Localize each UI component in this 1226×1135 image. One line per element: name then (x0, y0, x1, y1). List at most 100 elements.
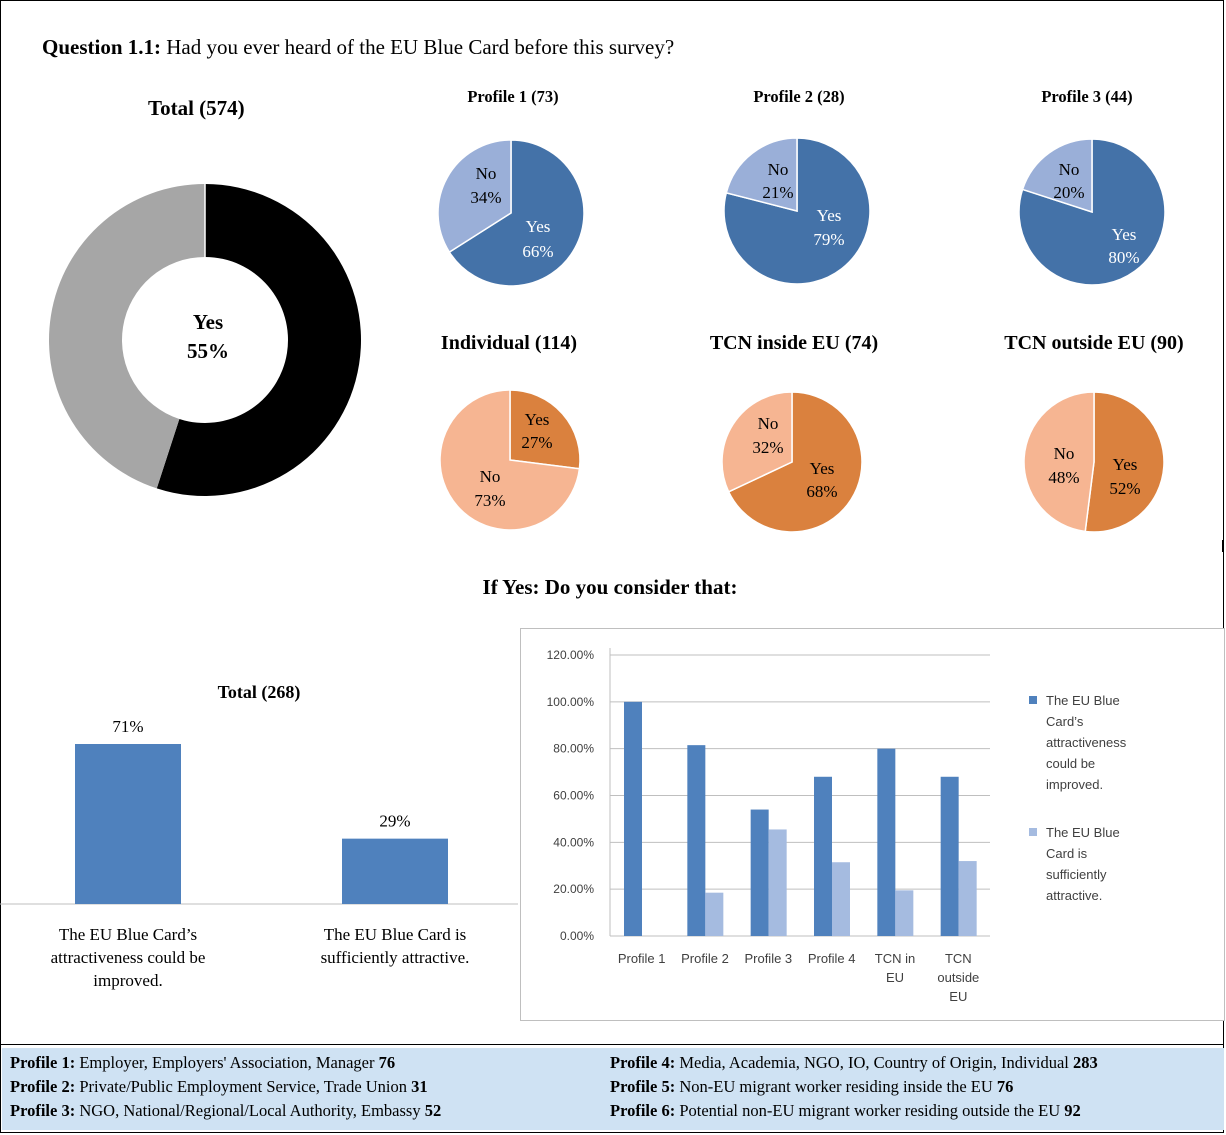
pie-label-yes-profile-1: Yes (526, 217, 551, 236)
clustered-bar-s1-c2 (687, 745, 706, 936)
footer-profile-2: Profile 2: Private/Public Employment Ser… (10, 1077, 428, 1096)
x-tick-label: outside (937, 970, 979, 985)
donut-center-value: 55% (187, 339, 229, 363)
pie-label-no-tcn-outside: No (1054, 444, 1075, 463)
bar-total-value-label-2: 29% (379, 812, 410, 831)
bar-total-title: Total (268) (218, 682, 301, 703)
pie-slice-no-profile-2 (725, 137, 798, 212)
footer-divider (0, 1044, 1224, 1045)
clustered-bar-s1-c5 (877, 748, 896, 936)
pie-slice-no-individual (439, 389, 581, 531)
pie-label-no-profile-3: No (1059, 160, 1080, 179)
legend-label-1: could be (1046, 756, 1095, 771)
footer-profile-5: Profile 5: Non-EU migrant worker residin… (610, 1077, 1014, 1096)
pie-label-yes-individual: Yes (525, 410, 550, 429)
clustered-bar-s1-c3 (750, 809, 769, 936)
clustered-bar-s2-c5 (895, 890, 914, 936)
x-tick-label: EU (949, 989, 967, 1004)
x-tick-label: TCN (945, 951, 972, 966)
pie-value-yes-tcn-outside: 52% (1109, 479, 1140, 498)
question-label: Question 1.1: (42, 35, 162, 59)
legend-swatch-2 (1029, 828, 1037, 836)
pie-slice-no-profile-3 (1021, 138, 1093, 214)
pie-slice-yes-individual (509, 389, 581, 470)
clustered-bar-s1-c1 (624, 701, 642, 936)
clustered-bar-s2-c3 (768, 829, 787, 936)
footer-right-column: Profile 4: Media, Academia, NGO, IO, Cou… (610, 1051, 1098, 1123)
pie-value-no-profile-3: 20% (1053, 183, 1084, 202)
footer-profile-3: Profile 3: NGO, National/Regional/Local … (10, 1101, 442, 1120)
pie-label-yes-tcn-inside: Yes (810, 459, 835, 478)
bar-total-1 (75, 744, 181, 904)
donut-slice-yes (156, 184, 362, 497)
profile-legend-footer: Profile 1: Employer, Employers' Associat… (2, 1048, 1224, 1130)
pie-value-no-profile-2: 21% (762, 183, 793, 202)
x-tick-label: TCN in (875, 951, 915, 966)
pie-title-tcn-outside: TCN outside EU (90) (1004, 332, 1184, 354)
pie-label-yes-profile-3: Yes (1112, 225, 1137, 244)
clustered-bar-s2-c6 (958, 861, 977, 936)
pie-slice-yes-profile-1 (448, 139, 585, 287)
footer-left-column: Profile 1: Employer, Employers' Associat… (10, 1051, 441, 1123)
question-text: Had you ever heard of the EU Blue Card b… (166, 35, 675, 59)
clustered-bar-chart: 0.00% 20.00% 40.00% 60.00% 80.00% 100.00% 120.… (520, 628, 1225, 1021)
footer-profile-6: Profile 6: Potential non-EU migrant work… (610, 1101, 1081, 1120)
pie-value-yes-tcn-inside: 68% (806, 482, 837, 501)
pie-title-tcn-inside: TCN inside EU (74) (709, 332, 879, 354)
legend-label-2: sufficiently (1046, 867, 1107, 882)
x-tick-label: Profile 2 (681, 951, 729, 966)
x-tick-label: EU (886, 970, 904, 985)
pie-value-yes-profile-3: 80% (1108, 248, 1139, 267)
pie-label-no-profile-2: No (768, 160, 789, 179)
clustered-bar-s1-c4 (814, 776, 832, 936)
pie-label-no-tcn-inside: No (758, 414, 779, 433)
pie-value-no-tcn-outside: 48% (1048, 468, 1079, 487)
bar-total-category-label-line: sufficiently attractive. (321, 948, 470, 967)
right-edge-segment (1222, 540, 1223, 552)
pie-slice-no-tcn-inside (721, 391, 793, 493)
pie-value-yes-profile-2: 79% (813, 230, 844, 249)
pie-slice-yes-tcn-inside (727, 391, 863, 533)
bar-total-2 (342, 838, 448, 904)
pie-slice-yes-profile-3 (1018, 138, 1166, 286)
pie-label-yes-profile-2: Yes (817, 206, 842, 225)
question-title: Question 1.1: Had you ever heard of the … (42, 35, 674, 60)
legend-label-1: Card’s (1046, 714, 1084, 729)
pie-value-yes-profile-1: 66% (522, 242, 553, 261)
total-donut-title: Total (574) (148, 96, 245, 120)
pie-title-profile-3: Profile 3 (44) (1041, 87, 1133, 106)
legend-label-1: improved. (1046, 777, 1103, 792)
y-tick-label: 120.00% (547, 648, 595, 662)
pie-value-yes-individual: 27% (521, 433, 552, 452)
x-tick-label: Profile 4 (808, 951, 856, 966)
pie-title-individual: Individual (114) (440, 332, 578, 354)
y-tick-label: 100.00% (547, 695, 595, 709)
pie-title-profile-1: Profile 1 (73) (467, 87, 559, 106)
bar-chart-total: Total (268) 71% 29% The EU Blue Card’s attr… (0, 682, 518, 990)
donut-center-label: Yes (193, 310, 223, 334)
clustered-bar-s2-c4 (832, 862, 850, 936)
y-tick-label: 20.00% (553, 882, 594, 896)
legend-label-2: Card is (1046, 846, 1088, 861)
bar-total-category-label-line: The EU Blue Card is (324, 925, 467, 944)
legend-swatch-1 (1029, 696, 1037, 704)
followup-title: If Yes: Do you consider that: (482, 575, 738, 599)
pie-slice-no-tcn-outside (1023, 391, 1095, 533)
bar-total-value-label-1: 71% (112, 717, 143, 736)
pie-label-yes-tcn-outside: Yes (1113, 455, 1138, 474)
bar-total-category-label-line: improved. (93, 971, 162, 990)
y-tick-label: 0.00% (560, 929, 594, 943)
pie-title-profile-2: Profile 2 (28) (753, 87, 845, 106)
y-tick-label: 40.00% (553, 835, 594, 849)
pie-label-no-individual: No (480, 467, 501, 486)
legend-label-2: attractive. (1046, 888, 1102, 903)
pie-slice-yes-tcn-outside (1084, 391, 1165, 533)
y-tick-label: 60.00% (553, 789, 594, 803)
pie-slice-no-profile-1 (437, 139, 512, 254)
pie-value-no-individual: 73% (474, 491, 505, 510)
pie-charts: Yes 55% Yes 66% No 34% Yes 79% No 21% Yes 80% No 20% Y… (49, 137, 1166, 533)
clustered-bar-s2-c2 (705, 892, 724, 936)
y-tick-label: 80.00% (553, 742, 594, 756)
legend-label-2: The EU Blue (1046, 825, 1120, 840)
